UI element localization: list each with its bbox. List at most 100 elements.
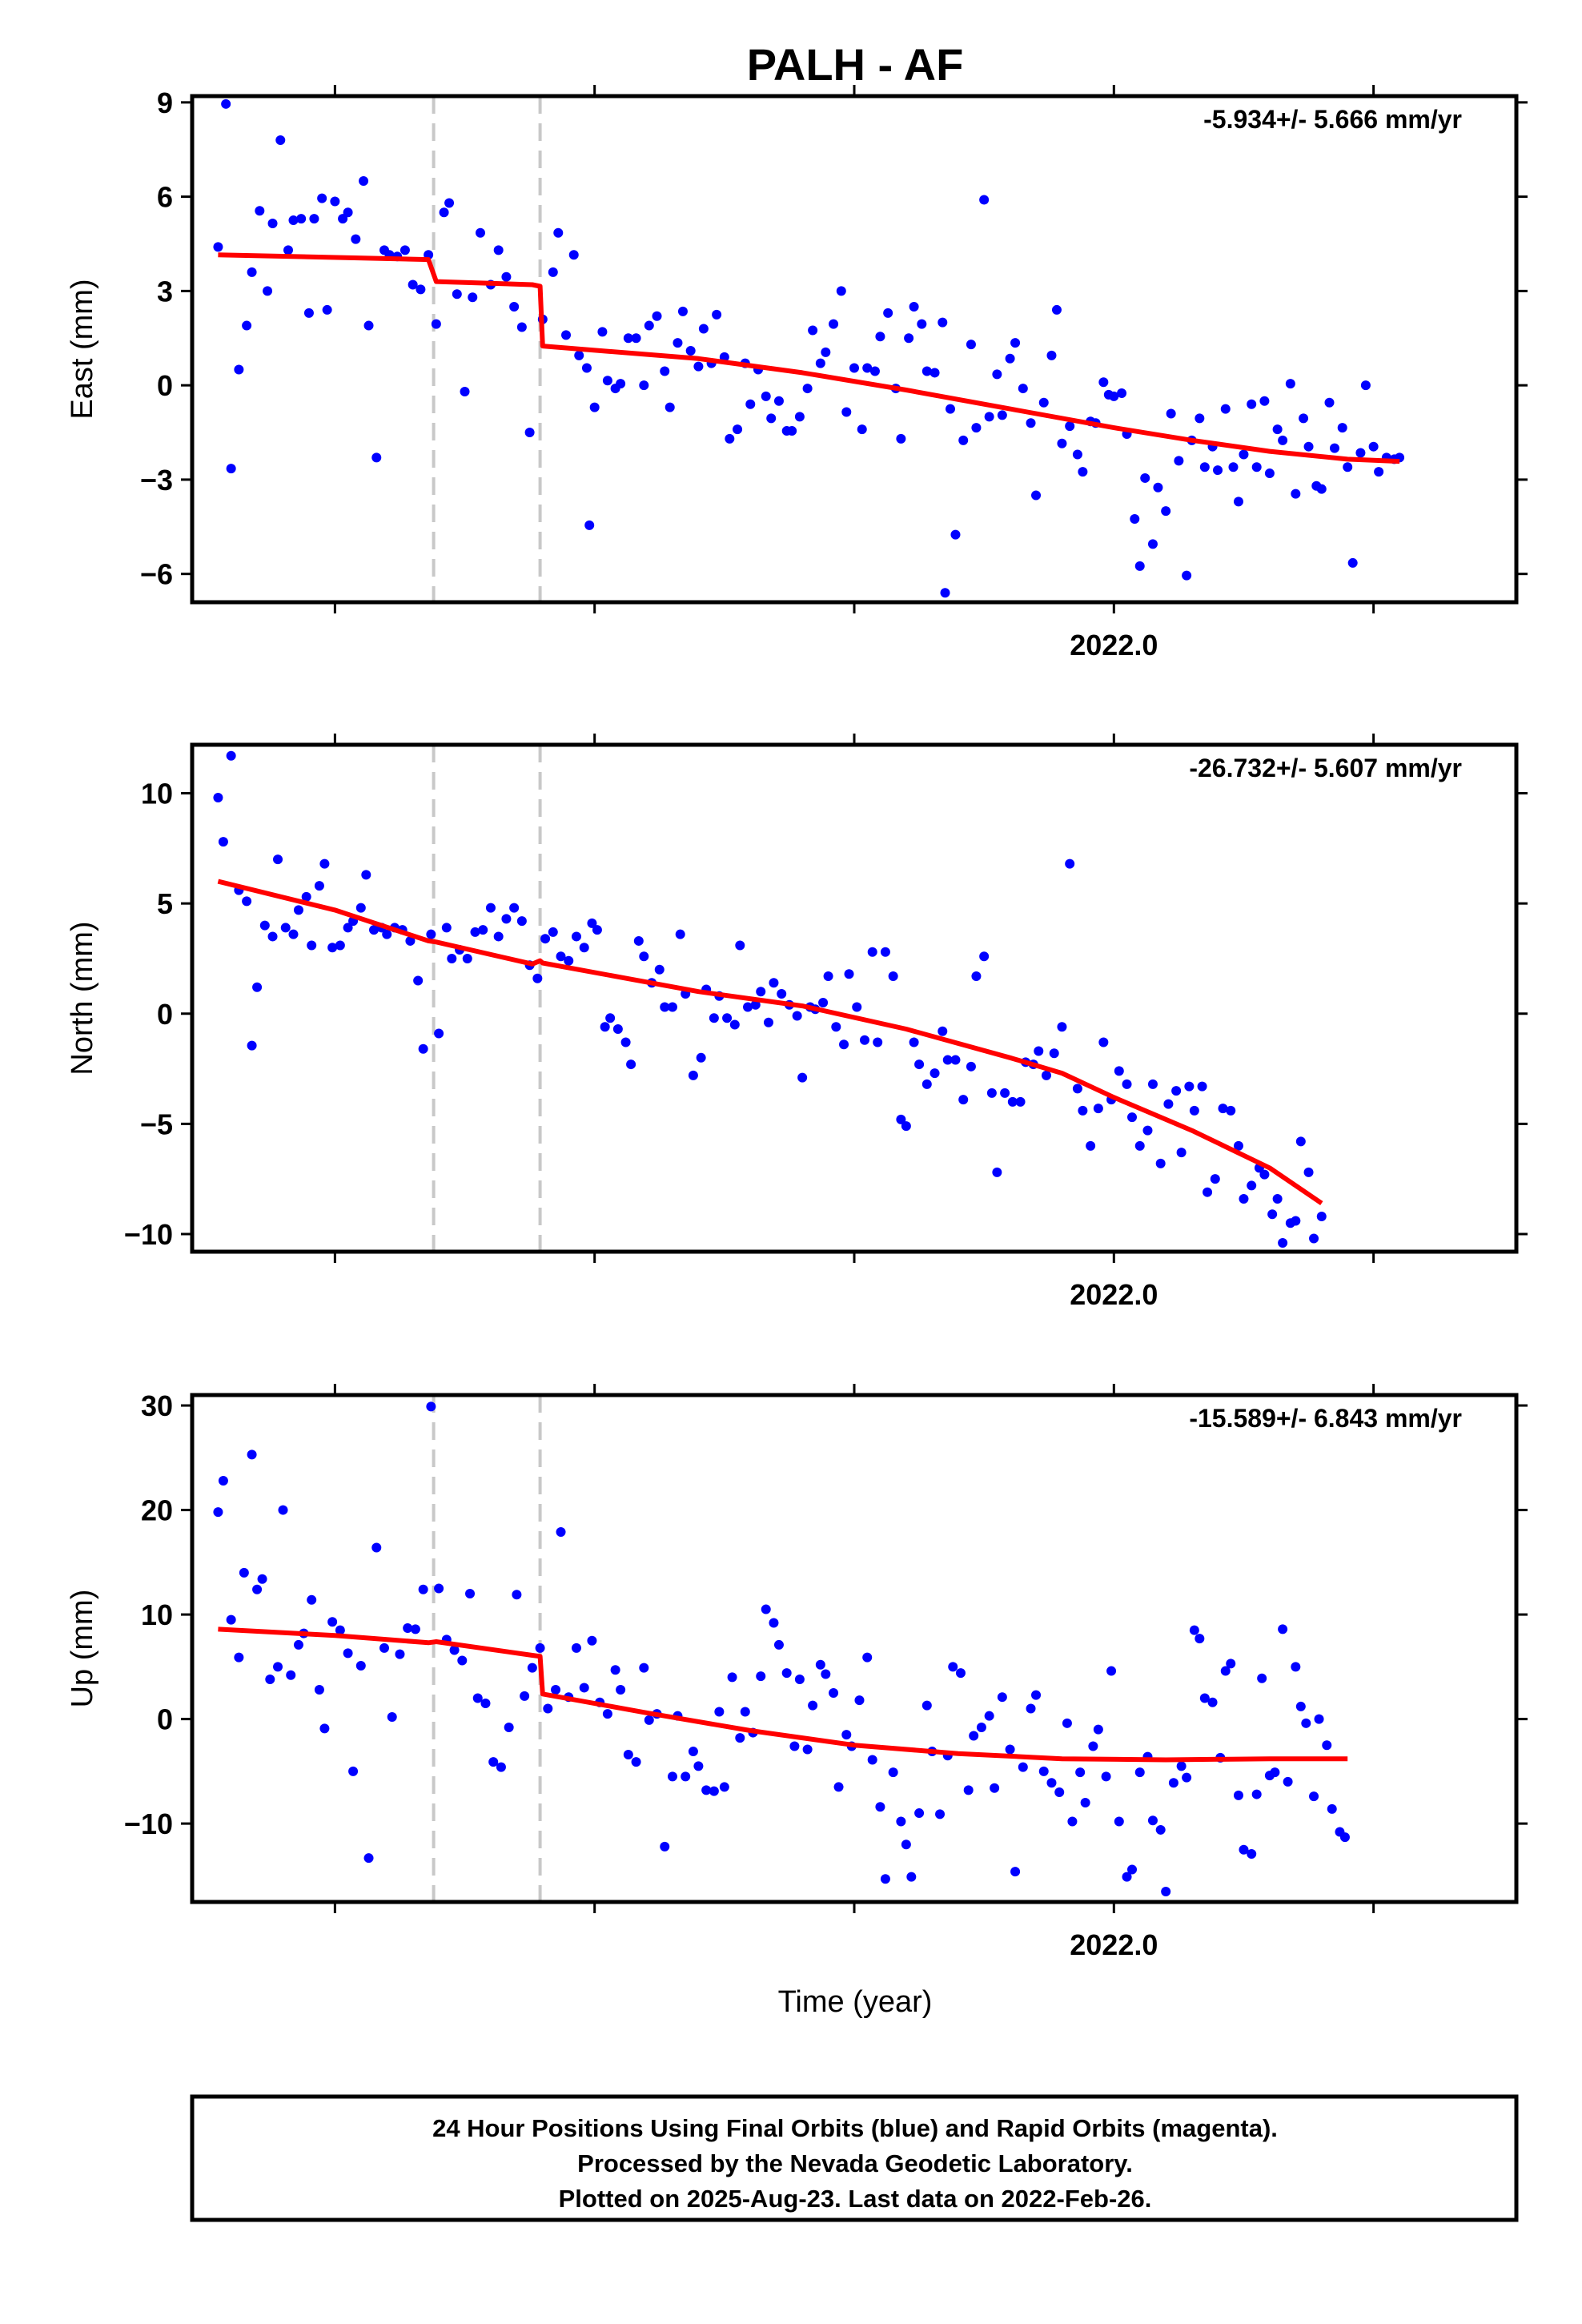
up-data-point [921, 1700, 932, 1711]
east-data-point [921, 366, 932, 376]
east-data-point [815, 358, 825, 368]
up-data-point [610, 1665, 620, 1675]
east-data-point [1147, 539, 1158, 549]
up-data-point [379, 1642, 389, 1653]
up-data-point [639, 1663, 649, 1673]
up-data-point [1220, 1666, 1231, 1676]
up-data-point [935, 1809, 946, 1819]
east-data-point [733, 424, 743, 435]
north-data-point [612, 1024, 623, 1035]
north-data-point [1041, 1070, 1051, 1080]
north-ytick-label: 10 [141, 778, 173, 810]
up-data-point [727, 1672, 737, 1683]
footer-line-1: 24 Hour Positions Using Final Orbits (bl… [432, 2114, 1278, 2142]
up-data-point [363, 1853, 374, 1864]
up-data-point [410, 1624, 420, 1634]
north-data-point [867, 947, 877, 957]
east-data-point [363, 320, 374, 331]
up-data-point [587, 1635, 597, 1646]
up-xtick-label: 2022.0 [1070, 1928, 1158, 1961]
north-data-point [493, 931, 504, 942]
east-data-point [452, 289, 462, 300]
east-data-point [213, 242, 223, 252]
up-data-point [1067, 1816, 1078, 1827]
east-data-point [283, 245, 293, 255]
north-data-point [434, 1028, 444, 1039]
east-data-point [869, 366, 880, 376]
up-data-point [1018, 1762, 1028, 1772]
up-data-point [496, 1762, 506, 1772]
north-data-point [626, 1059, 636, 1070]
up-model-line [218, 1626, 1348, 1763]
north-data-point [930, 1068, 940, 1079]
up-data-point [1088, 1741, 1098, 1751]
north-data-point [447, 953, 457, 963]
up-data-point [955, 1668, 966, 1679]
up-data-point [327, 1617, 338, 1627]
east-data-point [766, 413, 777, 424]
east-data-point [1278, 435, 1288, 445]
east-data-point [416, 284, 426, 295]
east-data-point [652, 311, 662, 321]
east-data-point [930, 368, 940, 378]
up-data-point [1005, 1744, 1015, 1755]
north-data-point [485, 903, 496, 913]
north-data-point [1086, 1140, 1096, 1151]
east-data-point [275, 135, 286, 145]
east-data-point [1213, 465, 1223, 476]
up-data-point [829, 1687, 839, 1698]
east-data-point [1199, 462, 1210, 472]
east-data-point [997, 410, 1007, 420]
up-data-point [418, 1584, 428, 1594]
east-data-point [431, 319, 441, 329]
up-data-point [693, 1761, 704, 1771]
north-data-point [327, 943, 338, 953]
up-data-point [355, 1661, 366, 1671]
up-data-point [527, 1663, 537, 1673]
north-data-point [992, 1167, 1002, 1177]
east-data-point [673, 338, 683, 348]
north-data-point [1291, 1216, 1301, 1226]
up-data-point [1054, 1787, 1065, 1797]
east-data-point [971, 423, 982, 433]
up-data-point [512, 1590, 522, 1600]
east-data-point [400, 245, 410, 255]
up-data-point [808, 1700, 818, 1711]
north-data-point [696, 1052, 706, 1063]
north-data-point [654, 964, 665, 975]
north-data-point [986, 1088, 997, 1098]
east-data-point [1291, 489, 1301, 499]
north-data-point [426, 929, 436, 939]
east-panel: −6 −3 0 3 6 9 2022.0 East (mm) -5.934+/- 5.666 m… [66, 85, 1528, 661]
east-data-point [917, 319, 927, 329]
east-data-point [524, 428, 535, 438]
north-data-point [548, 927, 558, 937]
east-data-point [1337, 423, 1347, 433]
east-data-point [574, 350, 584, 360]
north-data-point [301, 891, 311, 902]
up-data-point [1080, 1798, 1090, 1808]
up-data-point [556, 1526, 566, 1537]
east-data-point [589, 402, 600, 412]
north-data-point [509, 903, 520, 913]
east-data-point [616, 379, 626, 389]
north-data-point [777, 988, 787, 999]
up-data-point [906, 1872, 917, 1882]
up-ytick-label: 10 [141, 1598, 173, 1631]
east-data-point [234, 364, 244, 375]
north-data-point [1098, 1037, 1109, 1047]
east-data-point [849, 363, 859, 373]
north-y-axis-label: North (mm) [66, 921, 99, 1075]
up-ytick-label: −10 [124, 1807, 173, 1840]
east-data-point [581, 363, 592, 373]
up-data-point [1309, 1791, 1319, 1802]
up-data-point [465, 1588, 476, 1598]
up-data-point [815, 1659, 825, 1670]
east-data-point [979, 195, 990, 205]
north-data-point [1197, 1081, 1207, 1092]
east-data-point [553, 227, 564, 238]
north-data-point [901, 1121, 911, 1132]
east-data-point [1347, 557, 1358, 568]
up-data-point [756, 1671, 766, 1682]
east-data-point [1057, 438, 1067, 448]
